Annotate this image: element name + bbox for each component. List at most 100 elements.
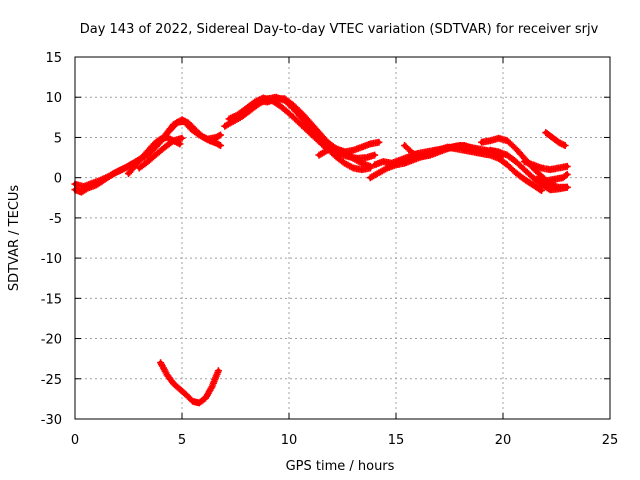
data-point (190, 399, 195, 404)
data-point (203, 395, 208, 401)
data-point (124, 165, 129, 170)
data-point (539, 188, 544, 193)
data-point (479, 140, 484, 145)
data-point (428, 152, 433, 158)
data-point (256, 98, 262, 103)
data-point (359, 144, 364, 150)
axis-ticks: 0 5 10 15 20 25 -30 -25 -20 -15 -10 -5 0 5 10 15 (41, 51, 619, 448)
data-point (171, 381, 176, 386)
data-point (513, 159, 518, 164)
data-point (333, 146, 339, 151)
data-point (496, 156, 501, 161)
data-point (164, 135, 170, 140)
data-point (359, 167, 364, 172)
data-point (325, 140, 330, 145)
data-point (372, 152, 377, 158)
data-point (274, 96, 279, 102)
data-point (522, 177, 527, 182)
series-arc-8 (315, 145, 374, 170)
data-point (522, 159, 527, 164)
data-point (265, 99, 270, 105)
data-point (196, 132, 202, 138)
data-point (196, 400, 202, 406)
data-point (342, 161, 347, 166)
plot-frame (74, 56, 611, 420)
data-point (278, 103, 283, 109)
data-point (547, 167, 553, 172)
data-point (406, 154, 411, 159)
data-point (488, 138, 493, 143)
x-tick-label: 10 (281, 433, 298, 448)
data-point (145, 159, 150, 164)
data-point (89, 181, 95, 186)
data-point (218, 132, 223, 138)
data-point (107, 173, 112, 179)
data-point (562, 143, 568, 148)
data-point (513, 170, 518, 175)
data-point (565, 164, 570, 169)
data-point (556, 140, 561, 145)
data-point (372, 162, 377, 167)
data-point (143, 151, 148, 156)
y-tick-label: 0 (54, 172, 62, 187)
y-tick-label: -20 (41, 333, 62, 348)
data-point (376, 170, 382, 175)
data-point (556, 186, 561, 192)
data-point (98, 177, 103, 183)
data-point (244, 106, 249, 111)
data-point (79, 189, 84, 195)
data-point (226, 116, 232, 122)
data-point (308, 120, 313, 126)
data-point (368, 175, 373, 180)
data-point (550, 135, 555, 140)
y-tick-label: 10 (45, 91, 62, 106)
data-point (389, 161, 394, 166)
data-point (552, 177, 557, 182)
data-point (381, 159, 386, 164)
data-point (115, 169, 121, 174)
data-point (286, 111, 292, 116)
data-point (181, 119, 187, 124)
data-point (402, 143, 407, 148)
data-point (560, 175, 566, 180)
data-point (410, 151, 416, 156)
data-point (316, 130, 322, 135)
data-point (565, 185, 570, 190)
data-point (505, 162, 510, 167)
data-point (385, 165, 390, 171)
data-point (462, 143, 467, 148)
y-tick-label: 5 (54, 131, 62, 146)
data-point (359, 161, 364, 166)
data-point (543, 178, 548, 184)
data-point (351, 165, 356, 171)
data-point (154, 152, 159, 157)
data-point (496, 136, 501, 141)
data-point (445, 146, 450, 151)
series-arc-5 (221, 93, 374, 174)
data-point (470, 146, 476, 151)
y-axis-title: SDTVAR / TECUs (7, 185, 22, 292)
series-markers (221, 93, 374, 174)
series-markers (157, 359, 222, 407)
series-arc-18 (157, 359, 222, 407)
y-tick-label: -30 (41, 413, 62, 428)
data-point (321, 143, 326, 148)
data-series (71, 93, 571, 407)
data-point (479, 149, 484, 155)
data-point (299, 111, 304, 116)
data-point (222, 124, 227, 129)
x-tick-label: 5 (178, 433, 186, 448)
data-point (488, 148, 493, 153)
series-arc-13 (486, 146, 571, 194)
data-point (177, 387, 183, 392)
data-point (505, 138, 510, 143)
data-point (158, 136, 163, 142)
data-point (351, 156, 356, 161)
data-point (496, 149, 501, 155)
data-point (513, 146, 518, 151)
data-point (235, 112, 240, 118)
data-point (214, 135, 219, 140)
data-point (436, 149, 441, 155)
data-point (376, 140, 382, 145)
